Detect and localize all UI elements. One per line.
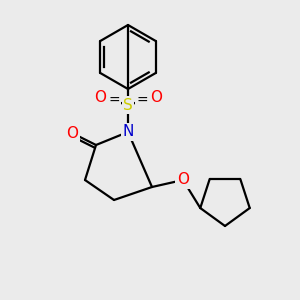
Text: N: N <box>122 124 134 140</box>
Text: O: O <box>150 89 162 104</box>
Text: =: = <box>108 94 120 108</box>
Text: O: O <box>94 89 106 104</box>
Text: S: S <box>123 98 133 112</box>
Text: O: O <box>177 172 189 188</box>
Text: =: = <box>136 94 148 108</box>
Text: O: O <box>66 125 78 140</box>
